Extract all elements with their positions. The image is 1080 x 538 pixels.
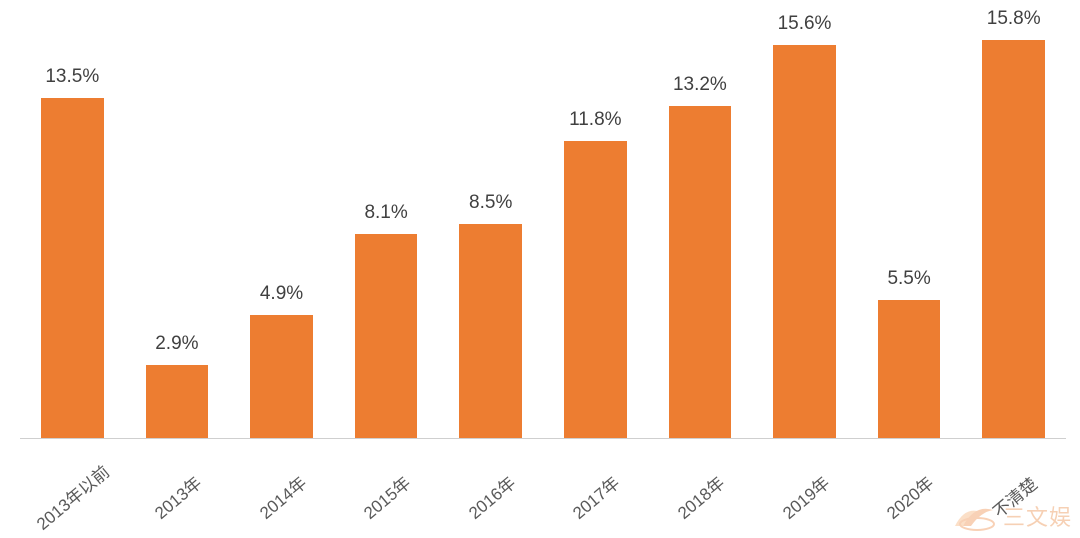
bar-chart: 三文娱 13.5%2013年以前2.9%2013年4.9%2014年8.1%20… — [0, 0, 1080, 538]
value-label: 15.8% — [964, 8, 1064, 30]
value-label: 13.5% — [22, 66, 122, 88]
value-label: 2.9% — [127, 333, 227, 355]
bar — [355, 234, 418, 438]
value-label: 8.5% — [441, 192, 541, 214]
value-label: 8.1% — [336, 202, 436, 224]
bar — [669, 106, 732, 438]
value-label: 13.2% — [650, 74, 750, 96]
x-axis-label: 2013年以前 — [3, 436, 142, 538]
bar — [41, 98, 104, 438]
bar — [459, 224, 522, 438]
bar — [773, 45, 836, 438]
bar — [250, 315, 313, 438]
value-label: 11.8% — [545, 109, 645, 131]
value-label: 15.6% — [755, 13, 855, 35]
bar — [878, 300, 941, 438]
value-label: 4.9% — [232, 283, 332, 305]
bar — [564, 141, 627, 438]
value-label: 5.5% — [859, 268, 959, 290]
bar — [982, 40, 1045, 438]
bar — [146, 365, 209, 438]
